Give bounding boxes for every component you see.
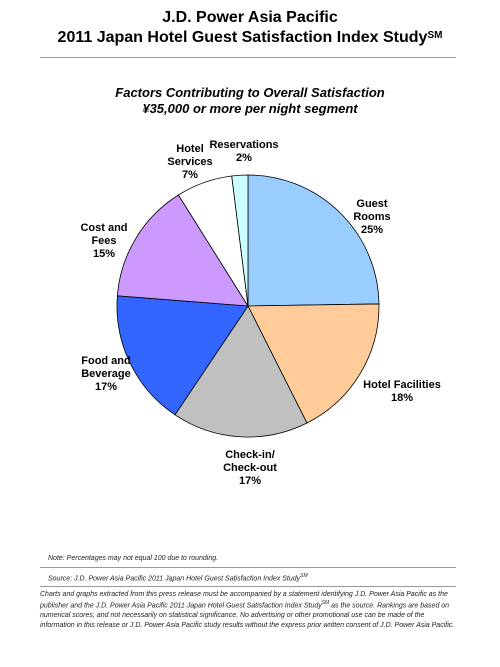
note-divider <box>40 567 456 568</box>
report-header: J.D. Power Asia Pacific 2011 Japan Hotel… <box>0 8 500 48</box>
source-divider <box>40 586 456 587</box>
header-line-2: 2011 Japan Hotel Guest Satisfaction Inde… <box>0 28 500 48</box>
rounding-note: Note: Percentages may not equal 100 due … <box>48 555 219 562</box>
pie-labels: Guest Rooms 25% Hotel Facilities 18% Check-in… <box>80 139 440 487</box>
chart-title: Factors Contributing to Overall Satisfac… <box>115 85 385 100</box>
pie-label-cost-and-fees: Cost and Fees 15% <box>80 222 127 260</box>
disclaimer: Charts and graphs extracted from this pr… <box>40 590 460 630</box>
pie-slice-cost-and-fees <box>116 194 249 307</box>
pie-label-reservations: Reservations 2% <box>209 139 278 164</box>
pie-label-hotel-services: Hotel Services 7% <box>167 143 212 181</box>
pie-label-guest-rooms: Guest Rooms 25% <box>353 198 390 236</box>
disclaimer-text-1: Charts and graphs extracted from this pr… <box>40 591 448 610</box>
source-service-mark: SM <box>300 573 308 579</box>
disclaimer-service-mark: SM <box>321 600 330 607</box>
pie-slice-check-in-check-out <box>174 305 308 438</box>
source-line: Source: J.D. Power Asia Pacific 2011 Jap… <box>48 573 308 582</box>
pie-slice-guest-rooms <box>247 174 380 307</box>
chart-subtitle: ¥35,000 or more per night segment <box>142 101 358 116</box>
header-line-1: J.D. Power Asia Pacific <box>162 9 338 26</box>
pie-slices <box>116 174 380 438</box>
service-mark: SM <box>427 30 443 41</box>
chart-heading: Factors Contributing to Overall Satisfac… <box>0 85 500 117</box>
pie-slice-food-and-beverage <box>116 295 249 416</box>
pie-label-check-in-check-out: Check-in/Check-out 17% <box>223 449 277 487</box>
study-name: 2011 Japan Hotel Guest Satisfaction Inde… <box>57 29 428 46</box>
pie-slice-reservations <box>231 174 249 307</box>
disclaimer-text-2: as the source. Rankings are based on num… <box>40 602 455 629</box>
pie-label-hotel-facilities: Hotel Facilities 18% <box>363 379 441 404</box>
pie-slice-hotel-facilities <box>247 303 380 424</box>
source-text: Source: J.D. Power Asia Pacific 2011 Jap… <box>48 575 301 583</box>
pie-label-food-and-beverage: Food and Beverage 17% <box>81 355 131 393</box>
header-divider <box>40 57 456 58</box>
